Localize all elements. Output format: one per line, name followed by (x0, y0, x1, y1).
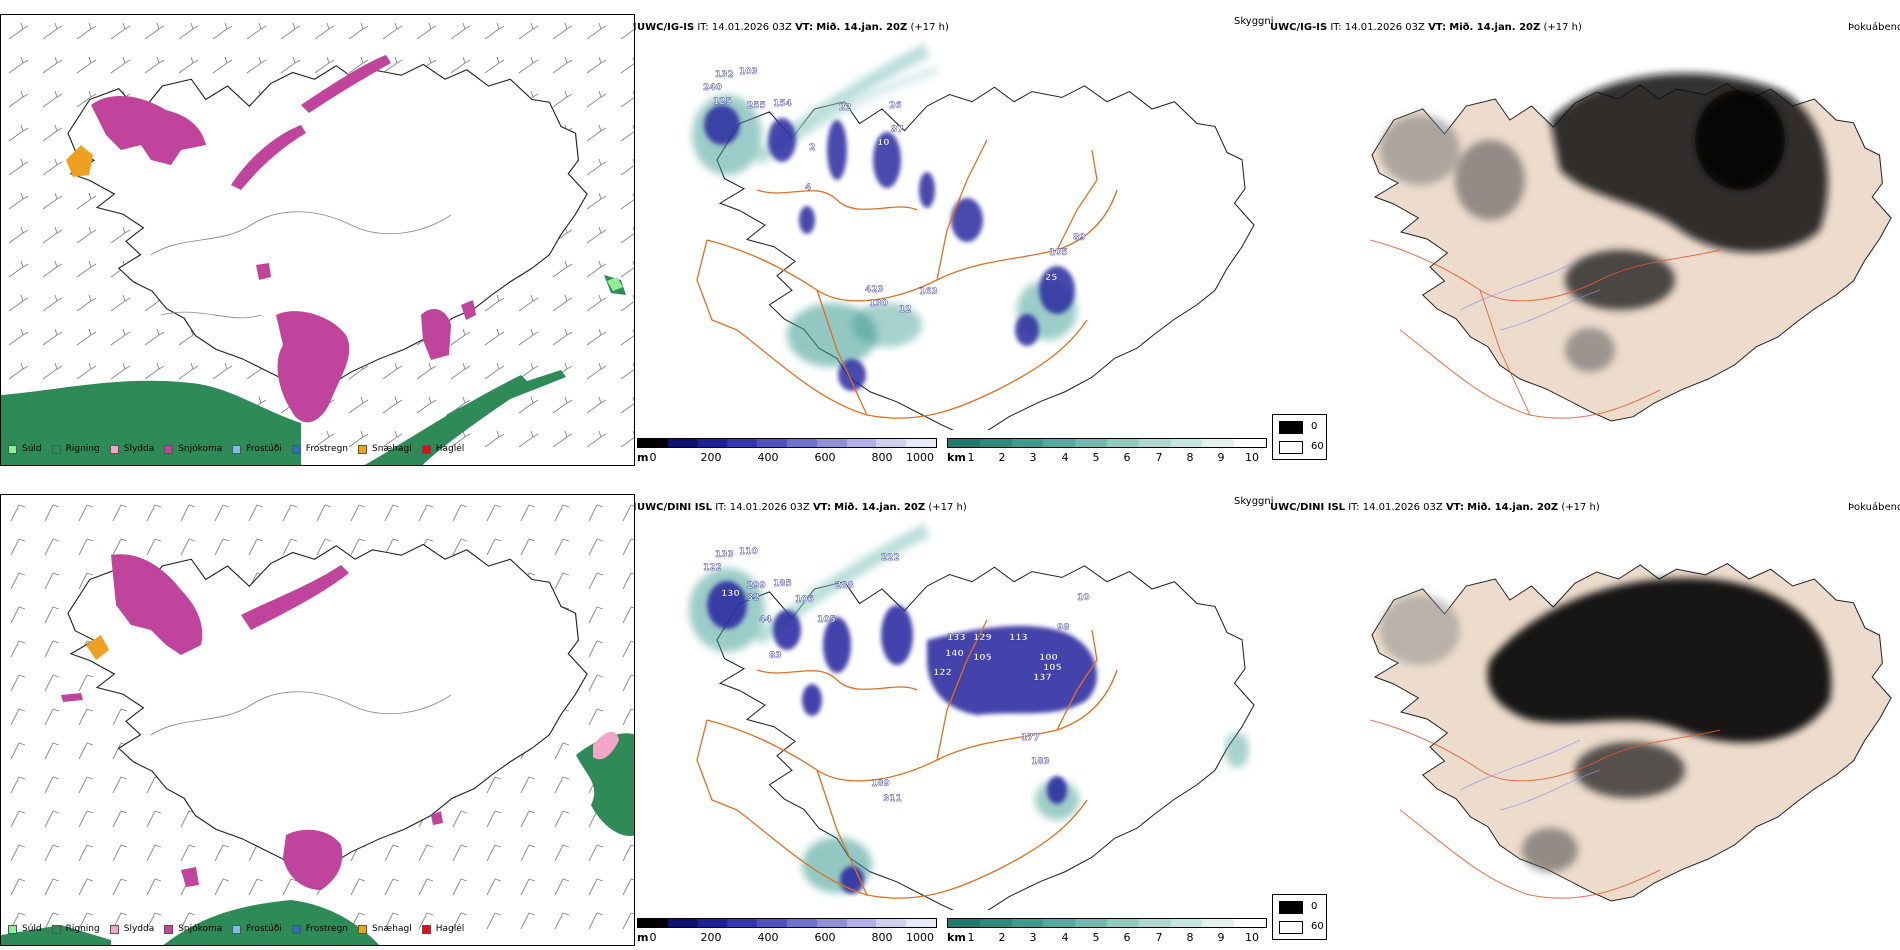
visibility-value-label: 110 (739, 547, 758, 557)
fog-legend: 0 60 (1272, 894, 1327, 940)
row-2: UWC/DINI ISL IT: 14.01.2026 03Z VT: Mið.… (0, 480, 1900, 950)
visibility-value-label: 255 (747, 101, 766, 111)
row-1: UWC/IG-IS IT: 14.01.2026 03Z VT: Mið. 14… (0, 0, 1900, 470)
precip-legend: Súld Rigning Slydda Snjókoma Frostúði Fr… (8, 924, 474, 934)
visibility-value-label: 133 (947, 633, 966, 643)
visibility-value-label: 311 (883, 794, 902, 804)
legend-item-graupel: Snæhagl (358, 444, 412, 454)
visibility-value-label: 130 (721, 589, 740, 599)
rain-area (1, 380, 301, 465)
graupel-area (66, 145, 93, 177)
visibility-value-label: 26 (889, 101, 902, 111)
visibility-value-label: 299 (747, 581, 766, 591)
precip-type-map (0, 14, 635, 466)
visibility-value-label: 106 (795, 595, 814, 605)
visibility-value-label: 423 (865, 285, 884, 295)
visibility-colorbar (947, 918, 1267, 928)
legend-item-sleet: Slydda (109, 444, 154, 454)
visibility-value-label: 185 (773, 579, 792, 589)
legend-item-drizzle: Súld (8, 444, 42, 454)
visibility-value-label: 240 (703, 83, 722, 93)
visibility-panel-title: UWC/DINI ISL IT: 14.01.2026 03Z VT: Mið.… (637, 502, 967, 513)
visibility-panel-title: UWC/IG-IS IT: 14.01.2026 03Z VT: Mið. 14… (637, 22, 949, 33)
visibility-value-label: 154 (773, 99, 792, 109)
visibility-value-label: 25 (1045, 273, 1058, 283)
legend-item-hail: Haglél (421, 444, 464, 454)
visibility-value-label: 129 (973, 633, 992, 643)
visibility-value-label: 177 (1021, 733, 1040, 743)
legend-item-freezing-rain: Frostregn (291, 924, 348, 934)
fog-panel-title: UWC/DINI ISL IT: 14.01.2026 03Z VT: Mið.… (1270, 502, 1600, 513)
visibility-value-label: 122 (703, 563, 722, 573)
legend-item-graupel: Snæhagl (358, 924, 412, 934)
visibility-colorbar (947, 438, 1267, 448)
legend-item-freezing-drizzle: Frostúði (232, 444, 282, 454)
fog-map (1369, 562, 1892, 902)
visibility-value-label: 105 (1043, 663, 1062, 673)
visibility-value-label: 125 (713, 97, 732, 107)
legend-item-freezing-drizzle: Frostúði (232, 924, 282, 934)
visibility-value-label: 163 (919, 287, 938, 297)
visibility-value-label: 183 (1031, 757, 1050, 767)
fog-panel-title: UWC/IG-IS IT: 14.01.2026 03Z VT: Mið. 14… (1270, 22, 1582, 33)
visibility-value-label: 2 (809, 143, 815, 153)
visibility-unit: km (947, 931, 966, 944)
visibility-variable-label: Skyggni (1234, 496, 1274, 507)
visibility-value-label: 189 (871, 779, 890, 789)
visibility-value-label: 122 (933, 668, 952, 678)
visibility-value-label: 32 (747, 593, 760, 603)
ceiling-colorbar (637, 918, 937, 928)
legend-item-drizzle: Súld (8, 924, 42, 934)
visibility-value-label: 130 (869, 299, 888, 309)
precip-map-svg (1, 15, 634, 465)
ceiling-unit: m (637, 931, 649, 944)
legend-item-rain: Rigning (51, 444, 100, 454)
visibility-value-label: 105 (1049, 248, 1068, 258)
visibility-value-label: 12 (899, 305, 912, 315)
visibility-value-label: 133 (715, 550, 734, 560)
visibility-value-label: 105 (817, 615, 836, 625)
legend-item-freezing-rain: Frostregn (291, 444, 348, 454)
visibility-value-label: 89 (1073, 233, 1086, 243)
visibility-unit: km (947, 451, 966, 464)
precip-map-svg (1, 495, 634, 945)
visibility-value-label: 103 (739, 67, 758, 77)
legend-item-hail: Haglél (421, 924, 464, 934)
legend-item-snow: Snjókoma (164, 924, 222, 934)
legend-item-rain: Rigning (51, 924, 100, 934)
visibility-value-label: 44 (759, 615, 772, 625)
ceiling-unit: m (637, 451, 649, 464)
visibility-value-label: 100 (1039, 653, 1058, 663)
fog-variable-label: Þokuábendi (1848, 22, 1900, 33)
visibility-value-label: 105 (973, 653, 992, 663)
fog-map (1369, 73, 1892, 422)
visibility-value-label: 137 (1033, 673, 1052, 683)
visibility-value-label: 113 (1009, 633, 1028, 643)
visibility-variable-label: Skyggni (1234, 16, 1274, 27)
fog-variable-label: Þokuábendi (1848, 502, 1900, 513)
visibility-value-label: 87 (891, 125, 904, 135)
precip-type-map (0, 494, 635, 946)
fog-legend: 0 60 (1272, 414, 1327, 460)
visibility-value-label: 4 (805, 183, 811, 193)
visibility-value-label: 132 (715, 70, 734, 80)
legend-item-sleet: Slydda (109, 924, 154, 934)
snow-area (91, 95, 206, 165)
visibility-value-label: 83 (769, 651, 782, 661)
visibility-value-label: 288 (835, 581, 854, 591)
ceiling-colorbar (637, 438, 937, 448)
visibility-value-label: 140 (945, 649, 964, 659)
visibility-value-label: 98 (1057, 623, 1070, 633)
visibility-value-label: 10 (877, 138, 890, 148)
precip-legend: Súld Rigning Slydda Snjókoma Frostúði Fr… (8, 444, 474, 454)
visibility-value-label: 22 (839, 103, 852, 113)
visibility-value-label: 222 (881, 553, 900, 563)
legend-item-snow: Snjókoma (164, 444, 222, 454)
visibility-value-label: 10 (1077, 593, 1090, 603)
